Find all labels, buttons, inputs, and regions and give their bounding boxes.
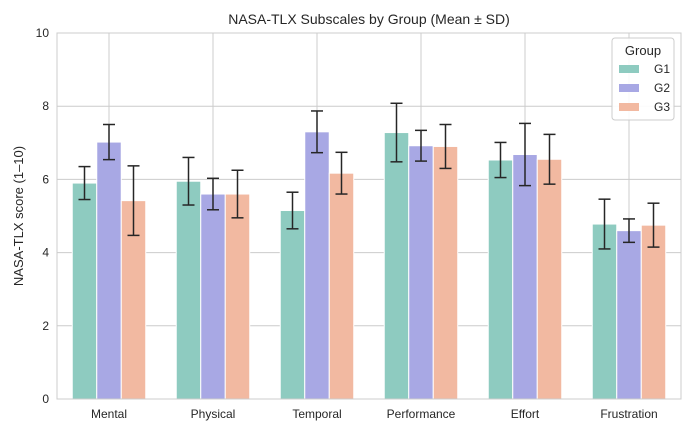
legend-swatch-g2: [619, 84, 639, 92]
error-bar-g2: [623, 218, 635, 244]
bar-g1: [383, 132, 410, 400]
bar-g3: [536, 158, 563, 400]
y-tick-label: 0: [42, 392, 49, 406]
bar-g2: [304, 131, 330, 400]
error-bar-g1: [390, 102, 403, 163]
grid: [57, 32, 681, 400]
bar-g2: [512, 154, 538, 400]
bar-g3: [432, 145, 459, 400]
y-axis-title: NASA-TLX score (1–10): [11, 146, 26, 286]
error-bar-g1: [78, 165, 91, 201]
bar-g3: [640, 224, 667, 400]
error-bar-g3: [335, 151, 348, 195]
error-bar-g3: [647, 202, 660, 248]
x-tick-label: Effort: [511, 407, 540, 421]
error-bar-g1: [182, 156, 195, 206]
x-tick-label: Frustration: [600, 407, 657, 421]
bar-g2: [96, 141, 122, 400]
error-bars: [78, 102, 660, 250]
error-bar-g3: [231, 169, 244, 219]
legend-title: Group: [625, 43, 661, 58]
x-ticks: Mental Physical Temporal Performance Effort F…: [91, 407, 658, 421]
y-tick-label: 6: [42, 172, 49, 186]
error-bar-g1: [598, 198, 611, 250]
legend-label-g2: G2: [654, 81, 670, 95]
legend-box: [611, 37, 675, 121]
legend-label-g3: G3: [654, 100, 670, 114]
x-tick-label: Temporal: [292, 407, 341, 421]
error-bar-g2: [519, 122, 531, 187]
bar-g1: [71, 182, 98, 400]
error-bar-g2: [415, 129, 427, 162]
legend-label-g1: G1: [654, 62, 670, 76]
bar-g1: [487, 159, 514, 400]
bar-g1: [175, 180, 202, 400]
bar-g2: [200, 193, 226, 400]
error-bar-g1: [286, 191, 299, 230]
error-bar-g2: [207, 177, 219, 211]
chart-title: NASA-TLX Subscales by Group (Mean ± SD): [228, 11, 510, 27]
error-bar-g2: [311, 110, 323, 154]
error-bar-g3: [543, 133, 556, 185]
x-tick-label: Performance: [387, 407, 456, 421]
y-tick-label: 4: [42, 246, 49, 260]
x-tick-label: Physical: [191, 407, 236, 421]
plot-frame: [56, 32, 682, 400]
bar-g2: [408, 145, 434, 400]
bar-g3: [224, 193, 251, 400]
bar-g2: [616, 230, 642, 400]
error-bar-g3: [439, 123, 452, 170]
x-tick-label: Mental: [91, 407, 127, 421]
bar-g3: [328, 172, 355, 400]
error-bar-g1: [494, 141, 507, 179]
error-bar-g3: [127, 165, 140, 237]
y-tick-label: 2: [42, 319, 49, 333]
legend-swatch-g3: [619, 103, 639, 111]
bars: [71, 131, 667, 400]
y-tick-label: 8: [42, 99, 49, 113]
legend: Group G1 G2 G3: [611, 37, 675, 121]
error-bar-g2: [103, 123, 115, 161]
bar-g1: [591, 223, 618, 400]
y-ticks: 0 2 4 6 8 10: [36, 26, 50, 406]
y-tick-label: 10: [36, 26, 50, 40]
legend-swatch-g1: [619, 65, 639, 73]
bar-g1: [279, 210, 306, 400]
